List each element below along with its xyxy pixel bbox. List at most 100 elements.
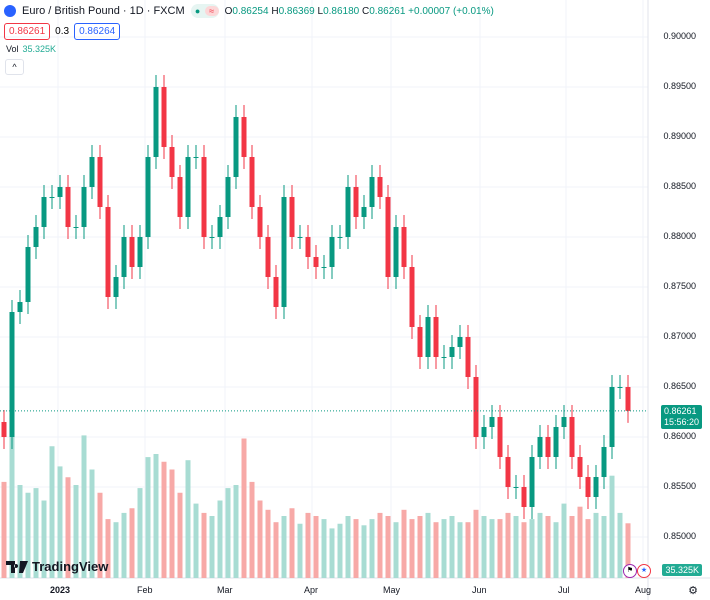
candle-body — [305, 237, 311, 257]
volume-bar — [353, 519, 359, 578]
volume-bar — [177, 492, 183, 578]
candle-body — [361, 207, 367, 217]
volume-bar — [233, 485, 239, 578]
candle-body — [313, 257, 319, 267]
candle-body — [585, 477, 591, 497]
time-tick-label: Apr — [304, 585, 319, 595]
volume-bar — [537, 512, 543, 578]
volume-bar — [561, 503, 567, 578]
candle-body — [345, 187, 351, 237]
candle-body — [441, 357, 447, 358]
candle-body — [49, 197, 55, 198]
sell-button[interactable]: 0.86261 — [4, 23, 51, 40]
candle-body — [425, 317, 431, 357]
volume-bar — [529, 519, 535, 578]
volume-bar — [345, 516, 351, 578]
volume-bar — [297, 523, 303, 578]
candle-body — [481, 427, 487, 437]
bid-ask-row: 0.86261 0.3 0.86264 — [4, 23, 121, 40]
volume-bar — [481, 516, 487, 578]
volume-bar — [313, 516, 319, 578]
volume-bar — [393, 522, 399, 578]
candle-body — [281, 197, 287, 307]
volume-bar — [105, 519, 111, 578]
volume-bar — [89, 469, 95, 578]
candle-body — [73, 227, 79, 228]
volume-bar — [57, 466, 63, 578]
time-tick-label: Jul — [558, 585, 570, 595]
time-tick-label: Mar — [217, 585, 233, 595]
volume-bar — [225, 488, 231, 578]
volume-bar — [305, 512, 311, 578]
price-tick-label: 0.88000 — [663, 231, 696, 241]
candle-body — [25, 247, 31, 302]
candle-body — [337, 237, 343, 238]
candle-body — [177, 177, 183, 217]
volume-bar — [521, 522, 527, 578]
volume-tag: 35.325K — [662, 564, 702, 576]
market-open-dot-icon: ● — [194, 6, 201, 16]
candle-body — [241, 117, 247, 157]
settings-gear-icon[interactable]: ⚙ — [688, 585, 698, 597]
volume-bar — [201, 512, 207, 578]
candle-body — [145, 157, 151, 237]
volume-bar — [513, 516, 519, 578]
buy-button[interactable]: 0.86264 — [74, 23, 121, 40]
volume-bar — [553, 522, 559, 578]
volume-bar — [417, 516, 423, 578]
candle-body — [209, 237, 215, 238]
volume-bar — [25, 492, 31, 578]
volume-bar — [609, 475, 615, 578]
candle-body — [569, 417, 575, 457]
price-tick-label: 0.85000 — [663, 531, 696, 541]
market-status-pill[interactable]: ● ≈ — [190, 4, 219, 18]
candle-body — [1, 422, 7, 437]
candle-body — [57, 187, 63, 197]
candle-body — [217, 217, 223, 237]
time-tick-label: Feb — [137, 585, 153, 595]
volume-bar — [601, 516, 607, 578]
symbol-title[interactable]: Euro / British Pound · 1D · FXCM — [22, 5, 185, 17]
volume-bar — [441, 519, 447, 578]
candle-body — [489, 417, 495, 427]
candle-body — [449, 347, 455, 357]
volume-bar — [577, 506, 583, 578]
candle-body — [97, 157, 103, 207]
volume-bar — [321, 519, 327, 578]
price-tick-label: 0.87000 — [663, 331, 696, 341]
tradingview-logo-icon — [6, 560, 28, 573]
candle-body — [321, 267, 327, 268]
volume-bar — [113, 522, 119, 578]
dividend-icon[interactable]: ⚑ — [623, 564, 637, 578]
candle-body — [353, 187, 359, 217]
volume-bar — [337, 523, 343, 578]
time-tick-label: Jun — [472, 585, 487, 595]
volume-bar — [185, 460, 191, 578]
volume-bar — [329, 528, 335, 578]
candle-body — [553, 427, 559, 457]
collapse-legend-button[interactable]: ^ — [5, 59, 24, 75]
event-badges[interactable]: ⚑ ★ — [623, 564, 651, 578]
price-tick-label: 0.89500 — [663, 81, 696, 91]
candle-body — [161, 87, 167, 147]
candle-body — [625, 387, 631, 411]
tradingview-logo[interactable]: TradingView — [6, 559, 108, 574]
volume-bar — [625, 523, 631, 578]
spread: 0.3 — [55, 26, 70, 37]
candle-body — [609, 387, 615, 447]
candle-body — [249, 157, 255, 207]
candle-body — [105, 207, 111, 297]
volume-bar — [545, 516, 551, 578]
candle-body — [497, 417, 503, 457]
candle-body — [561, 417, 567, 427]
candle-body — [225, 177, 231, 217]
candle-body — [121, 237, 127, 277]
eu-event-icon[interactable]: ★ — [637, 564, 651, 578]
candle-body — [521, 487, 527, 507]
volume-bar — [257, 500, 263, 578]
volume-bar — [153, 454, 159, 578]
volume-bar — [33, 488, 39, 578]
candle-body — [185, 157, 191, 217]
candle-body — [17, 302, 23, 312]
